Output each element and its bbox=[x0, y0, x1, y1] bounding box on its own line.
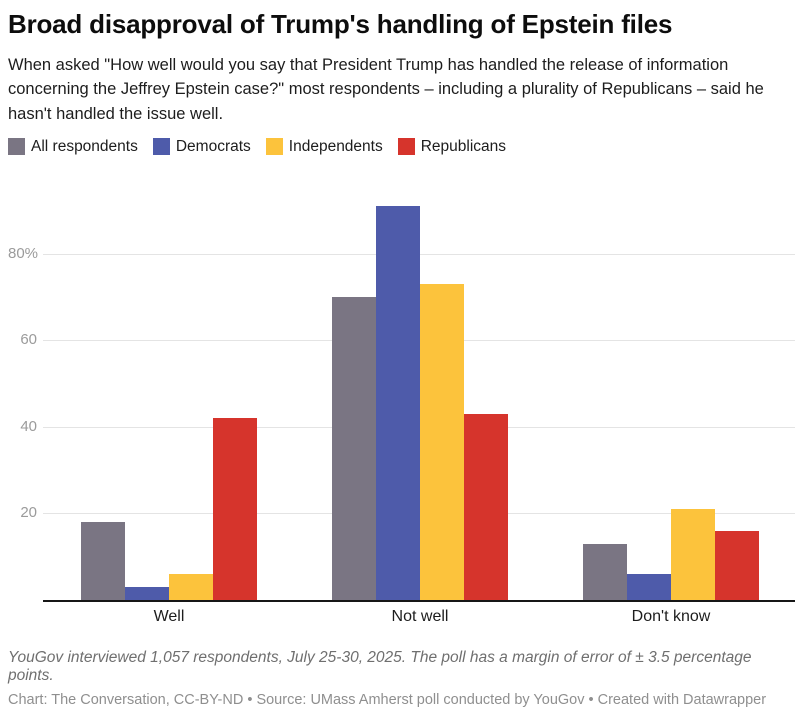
y-axis-tick-label: 80% bbox=[8, 244, 39, 262]
legend-swatch-icon bbox=[8, 138, 25, 156]
legend-swatch-icon bbox=[397, 138, 415, 156]
bar-republicans-well[interactable] bbox=[213, 418, 257, 600]
y-axis-tick-label: 40 bbox=[20, 417, 37, 435]
legend-swatch-icon bbox=[152, 138, 170, 156]
legend-label: All respondents bbox=[31, 137, 138, 155]
legend-item-democrats: Democrats bbox=[152, 137, 251, 156]
bar-democrats-not-well[interactable] bbox=[376, 206, 420, 600]
x-axis-category-label: Don't know bbox=[631, 607, 711, 625]
x-axis-category-label: Well bbox=[153, 607, 185, 625]
bar-democrats-well[interactable] bbox=[125, 586, 169, 600]
legend-item-all-respondents: All respondents bbox=[8, 138, 138, 156]
legend-item-independents: Independents bbox=[265, 137, 383, 156]
bar-independents-well[interactable] bbox=[169, 573, 213, 600]
bar-all-respondents-well[interactable] bbox=[81, 521, 125, 600]
bar-chart: Well Not well Don't know 20 40 60 80% bbox=[8, 189, 795, 636]
bar-independents-not-well[interactable] bbox=[420, 284, 464, 600]
bar-all-respondents-don-t-know[interactable] bbox=[583, 543, 627, 600]
legend-item-republicans: Republicans bbox=[397, 137, 507, 156]
bar-independents-don-t-know[interactable] bbox=[671, 508, 715, 600]
legend: All respondents Democrats Independents Repu… bbox=[8, 138, 795, 156]
x-axis-line bbox=[43, 599, 795, 602]
bar-democrats-don-t-know[interactable] bbox=[627, 573, 671, 600]
chart-subtitle: When asked "How well would you say that … bbox=[8, 55, 764, 124]
legend-label: Democrats bbox=[175, 137, 251, 155]
legend-label: Republicans bbox=[420, 137, 507, 155]
y-axis-tick-label: 60 bbox=[20, 331, 37, 349]
x-axis-category-label: Not well bbox=[391, 607, 449, 625]
bar-republicans-don-t-know[interactable] bbox=[715, 530, 759, 600]
credit-line: Chart: The Conversation, CC-BY-ND • Sour… bbox=[8, 691, 767, 708]
y-axis-tick-label: 20 bbox=[20, 504, 37, 522]
page-title: Broad disapproval of Trump's handling of… bbox=[8, 9, 673, 39]
legend-label: Independents bbox=[288, 137, 383, 155]
bar-republicans-not-well[interactable] bbox=[464, 413, 508, 600]
legend-swatch-icon bbox=[265, 138, 283, 156]
footnote: YouGov interviewed 1,057 respondents, Ju… bbox=[8, 648, 752, 684]
plot-area: Well Not well Don't know bbox=[43, 189, 795, 625]
bar-all-respondents-not-well[interactable] bbox=[332, 297, 376, 600]
